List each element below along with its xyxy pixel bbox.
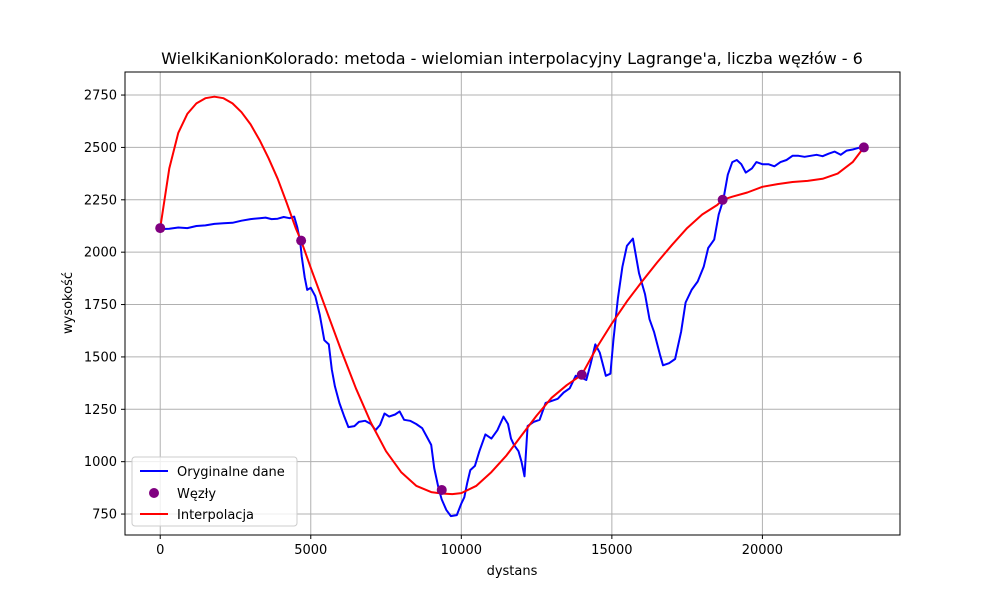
y-tick-label: 2500 [84, 141, 117, 156]
chart-title: WielkiKanionKolorado: metoda - wielomian… [161, 49, 863, 68]
grid [125, 72, 900, 535]
x-tick-label: 5000 [294, 543, 327, 558]
series-layer [155, 95, 869, 518]
legend-label-interpolation: Interpolacja [177, 508, 254, 523]
legend: Oryginalne dane Węzły Interpolacja [131, 456, 298, 527]
y-tick-label: 1500 [84, 350, 117, 365]
y-axis-label: wysokość [61, 272, 76, 334]
legend-label-original: Oryginalne dane [177, 465, 285, 480]
y-tick-label: 1000 [84, 455, 117, 470]
y-tick-label: 2750 [84, 89, 117, 104]
x-tick-label: 0 [156, 543, 164, 558]
series-interpolation-line [159, 95, 865, 496]
node-point [576, 369, 587, 380]
y-tick-label: 2000 [84, 246, 117, 261]
node-point [296, 235, 307, 246]
node-point [436, 484, 447, 495]
y-tick-label: 1250 [84, 403, 117, 418]
series-original-line [160, 146, 865, 518]
plot-frame [124, 71, 901, 536]
node-point [717, 194, 728, 205]
node-point [858, 142, 869, 153]
y-tick-label: 2250 [84, 193, 117, 208]
y-tick-label: 750 [92, 508, 117, 523]
y-tick-label: 1750 [84, 298, 117, 313]
x-axis-label: dystans [487, 564, 538, 579]
x-tick-label: 20000 [742, 543, 783, 558]
x-tick-label: 10000 [441, 543, 482, 558]
legend-box [131, 456, 298, 527]
legend-swatch-nodes [149, 488, 159, 498]
x-tick-label: 15000 [591, 543, 632, 558]
node-point [155, 223, 166, 234]
ticks: 0 5000 10000 15000 20000 750 1000 1250 1500 1750 2… [84, 89, 783, 558]
legend-label-nodes: Węzły [177, 487, 216, 502]
